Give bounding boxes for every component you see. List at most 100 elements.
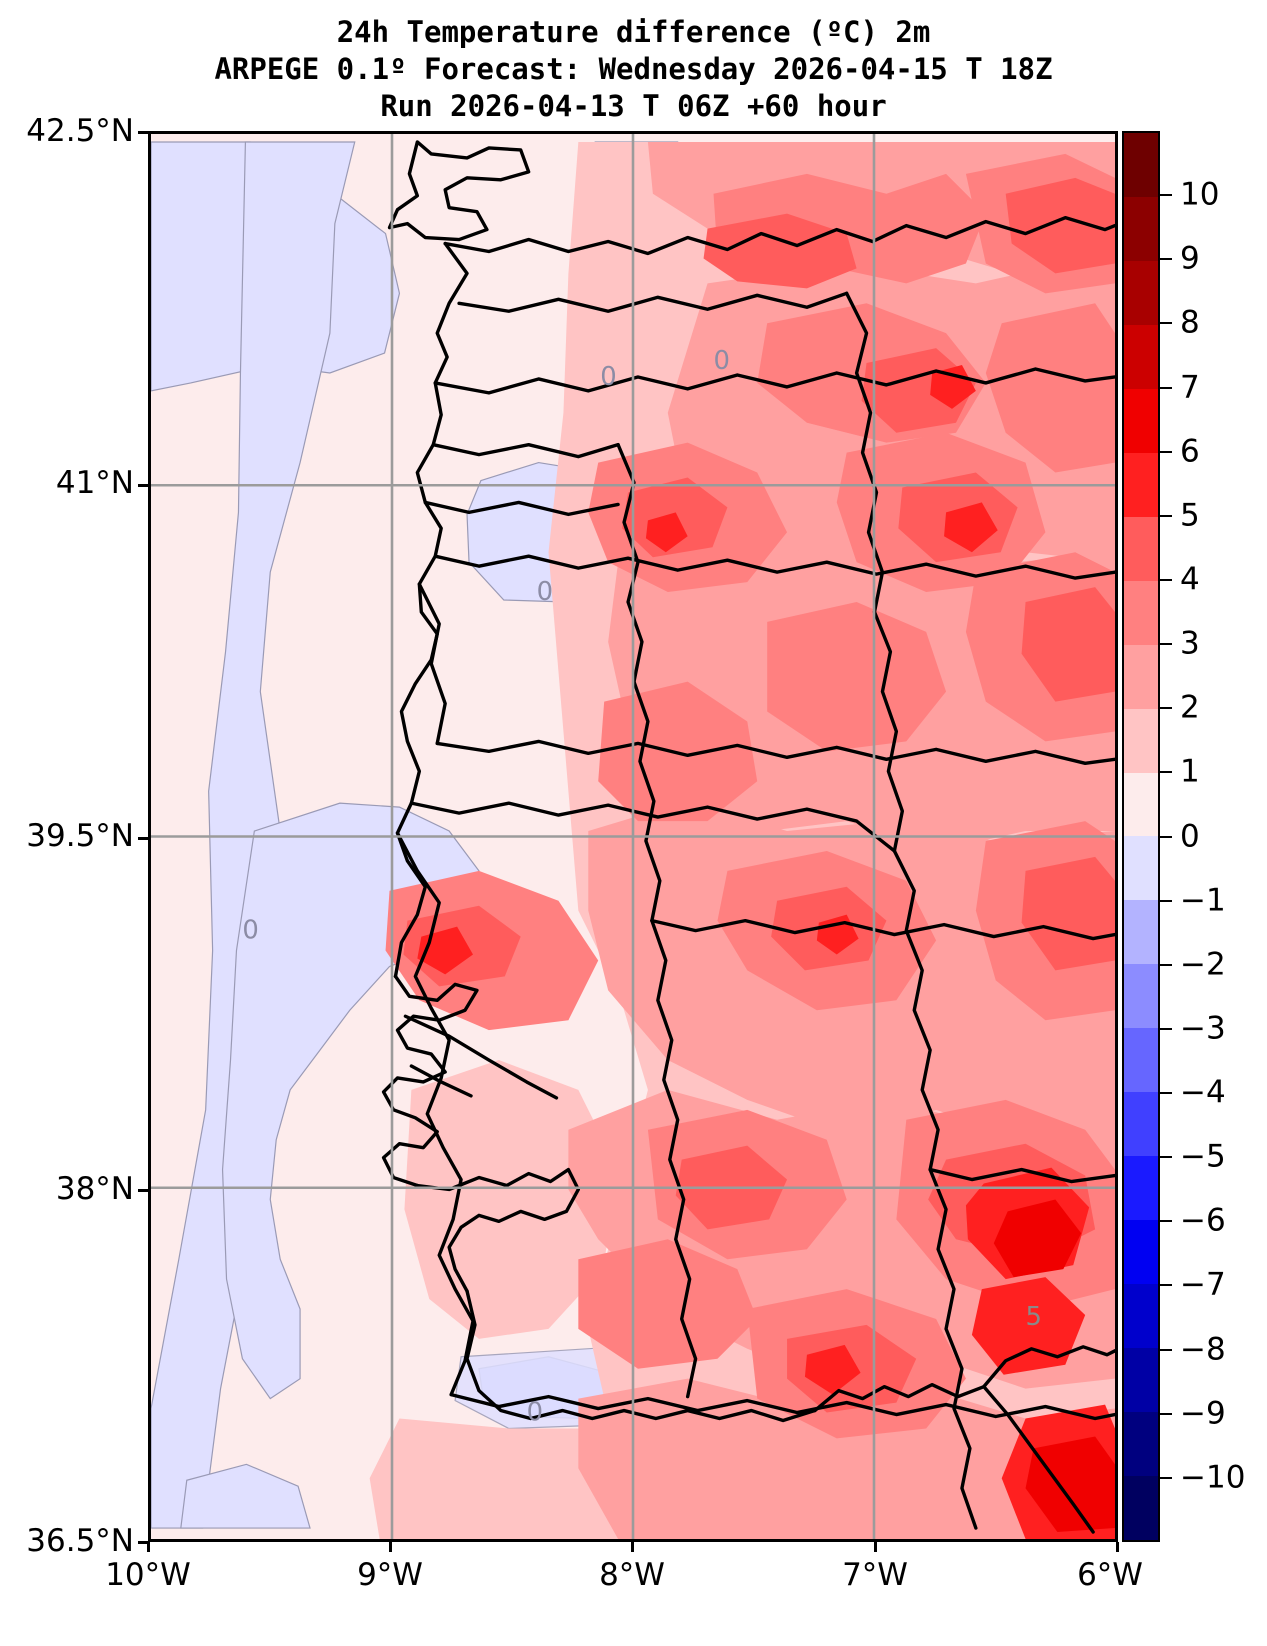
colorbar-tick-label: 1 (1180, 753, 1200, 790)
map-plot-area: 0 0 0 0 0 5 (148, 131, 1118, 1542)
xtick-label-7W: 7°W (842, 1557, 908, 1593)
svg-text:0: 0 (600, 362, 616, 392)
ytick-label-38N: 38°N (55, 1171, 134, 1207)
colorbar-swatch (1124, 388, 1158, 453)
colorbar-tick-label: −4 (1180, 1074, 1226, 1111)
colorbar-swatch (1124, 772, 1158, 837)
ytick-label-42-5N: 42.5°N (26, 113, 134, 149)
colorbar-swatch (1124, 133, 1158, 197)
colorbar-swatch (1124, 1092, 1158, 1157)
xtick-label-9W: 9°W (357, 1557, 423, 1593)
colorbar-swatch (1124, 580, 1158, 645)
ytick-mark-39-5 (138, 836, 148, 840)
colorbar-tick-mark (1160, 1092, 1172, 1095)
figure-title-block: 24h Temperature difference (ºC) 2m ARPEG… (0, 0, 1267, 125)
svg-text:0: 0 (242, 916, 258, 946)
colorbar-swatch (1124, 516, 1158, 581)
colorbar-swatch (1124, 1156, 1158, 1221)
colorbar-tick-label: −7 (1180, 1266, 1226, 1303)
colorbar-tick-mark (1160, 386, 1172, 389)
colorbar-tick-mark (1160, 514, 1172, 517)
colorbar-tick-label: 5 (1180, 497, 1200, 534)
figure-title-run: Run 2026-04-13 T 06Z +60 hour (380, 89, 887, 123)
colorbar-tick-mark (1160, 1412, 1172, 1415)
colorbar-tick-label: 10 (1180, 176, 1220, 213)
colorbar-tick-label: 4 (1180, 561, 1200, 598)
colorbar-tick-label: 7 (1180, 369, 1200, 406)
country-and-region-borders (381, 140, 1115, 1534)
colorbar-tick-label: 2 (1180, 689, 1200, 726)
figure-title-forecast: ARPEGE 0.1º Forecast: Wednesday 2026-04-… (214, 52, 1053, 86)
contour-value-labels: 0 0 0 0 0 5 (242, 346, 1042, 1428)
colorbar-swatch (1124, 452, 1158, 517)
colorbar-swatch (1124, 196, 1158, 261)
colorbar-tick-label: 8 (1180, 304, 1200, 341)
xtick-mark-9W (389, 1542, 392, 1552)
colorbar-swatch (1124, 1284, 1158, 1349)
colorbar-tick-mark (1160, 322, 1172, 325)
colorbar-tick-mark (1160, 771, 1172, 774)
colorbar-tick-label: 9 (1180, 240, 1200, 277)
colorbar-tick-label: −2 (1180, 946, 1226, 983)
ytick-mark-38 (138, 1189, 148, 1193)
temperature-colorbar[interactable] (1122, 131, 1160, 1542)
colorbar-tick-mark (1160, 258, 1172, 261)
colorbar-tick-mark (1160, 578, 1172, 581)
colorbar-tick-label: −10 (1180, 1459, 1246, 1496)
colorbar-tick-mark (1160, 643, 1172, 646)
positive-contour-fills (369, 141, 1115, 1539)
colorbar-swatch (1124, 260, 1158, 325)
colorbar-swatch (1124, 900, 1158, 965)
colorbar-tick-label: 3 (1180, 625, 1200, 662)
colorbar-tick-label: 6 (1180, 433, 1200, 470)
colorbar-tick-label: −5 (1180, 1138, 1226, 1175)
ytick-mark-42-5 (138, 131, 148, 134)
colorbar-tick-mark (1160, 1027, 1172, 1030)
xtick-mark-8W (631, 1542, 634, 1552)
colorbar-swatch (1124, 1028, 1158, 1093)
colorbar-tick-label: −9 (1180, 1395, 1226, 1432)
map-gridlines (151, 134, 1115, 1539)
colorbar-swatch (1124, 1412, 1158, 1477)
figure-title-main: 24h Temperature difference (ºC) 2m (336, 15, 931, 49)
colorbar-tick-label: −6 (1180, 1202, 1226, 1239)
xtick-mark-10W (147, 1542, 150, 1552)
colorbar-tick-mark (1160, 450, 1172, 453)
ytick-label-41N: 41°N (55, 465, 134, 501)
xtick-mark-7W (874, 1542, 877, 1552)
ytick-mark-41 (138, 483, 148, 487)
colorbar-tick-mark (1160, 707, 1172, 710)
colorbar-swatch (1124, 1476, 1158, 1540)
ytick-label-39-5N: 39.5°N (26, 818, 134, 854)
xtick-label-8W: 8°W (599, 1557, 665, 1593)
colorbar-tick-mark (1160, 194, 1172, 197)
svg-text:0: 0 (713, 346, 729, 376)
ytick-mark-36-5 (138, 1541, 148, 1544)
colorbar-tick-mark (1160, 1476, 1172, 1479)
colorbar-swatch (1124, 324, 1158, 389)
ytick-label-36-5N: 36.5°N (26, 1523, 134, 1559)
colorbar-tick-mark (1160, 1156, 1172, 1159)
colorbar-tick-label: 0 (1180, 818, 1200, 854)
colorbar-swatch (1124, 964, 1158, 1029)
colorbar-swatch (1124, 1220, 1158, 1285)
xtick-label-10W: 10°W (105, 1557, 191, 1593)
colorbar-swatch (1124, 1348, 1158, 1413)
colorbar-swatch (1124, 836, 1158, 901)
colorbar-tick-mark (1160, 835, 1172, 838)
colorbar-tick-label: −3 (1180, 1010, 1226, 1047)
colorbar-tick-mark (1160, 1220, 1172, 1223)
xtick-mark-6W (1116, 1542, 1119, 1552)
colorbar-tick-mark (1160, 1284, 1172, 1287)
svg-text:0: 0 (527, 1397, 543, 1427)
colorbar-tick-mark (1160, 963, 1172, 966)
svg-text:5: 5 (1026, 1302, 1042, 1332)
colorbar-tick-label: −1 (1180, 882, 1226, 919)
colorbar-swatch (1124, 644, 1158, 709)
colorbar-tick-label: −8 (1180, 1331, 1226, 1368)
colorbar-tick-mark (1160, 1348, 1172, 1351)
temperature-difference-contour-map: 0 0 0 0 0 5 (151, 134, 1115, 1539)
colorbar-swatch (1124, 708, 1158, 773)
svg-text:0: 0 (537, 577, 553, 607)
colorbar-tick-mark (1160, 899, 1172, 902)
